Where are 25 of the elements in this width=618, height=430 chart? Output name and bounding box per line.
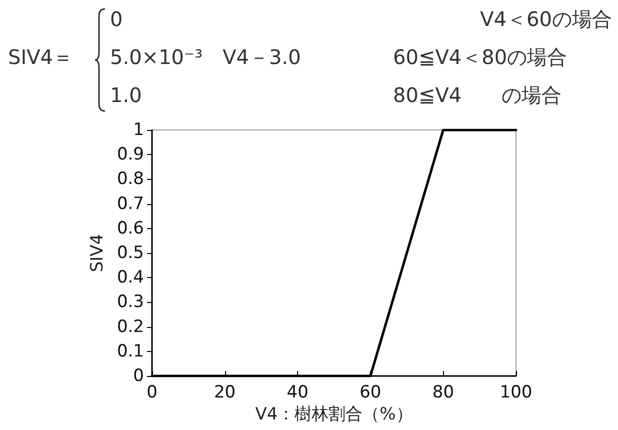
x-tick-label: 0 <box>146 382 158 402</box>
y-tick-label: 0.5 <box>116 243 144 263</box>
y-tick-label: 0.6 <box>116 218 144 238</box>
x-tick-label: 40 <box>286 382 308 402</box>
y-tick-label: 0.7 <box>116 194 144 214</box>
text: 5.0×10⁻³ V4－3.0 <box>110 44 301 70</box>
x-tick-label: 20 <box>214 382 236 402</box>
y-tick-label: 0.4 <box>116 268 144 288</box>
text: SIV4＝ <box>8 44 73 70</box>
y-tick-label: 0.9 <box>116 144 144 165</box>
x-tick-label: 100 <box>500 382 532 402</box>
y-tick-label: 0.2 <box>116 316 144 337</box>
y-tick-label: 0.8 <box>116 169 144 190</box>
y-tick-label: 1 <box>133 120 144 140</box>
text: 80≦V4 の場合 <box>393 82 562 108</box>
y-axis-title: SIV4 <box>88 234 108 272</box>
text: 60≦V4＜80の場合 <box>393 44 568 70</box>
x-tick-label: 60 <box>360 382 382 402</box>
y-tick-label: 0.1 <box>116 341 144 362</box>
text: 1.0 <box>110 82 142 108</box>
y-tick-label: 0.3 <box>116 292 144 312</box>
text: V4＜60の場合 <box>480 6 612 32</box>
x-axis-title: V4：樹林割合（%） <box>255 404 413 424</box>
x-tick-label: 80 <box>432 382 454 402</box>
y-tick-label: 0 <box>133 366 144 386</box>
